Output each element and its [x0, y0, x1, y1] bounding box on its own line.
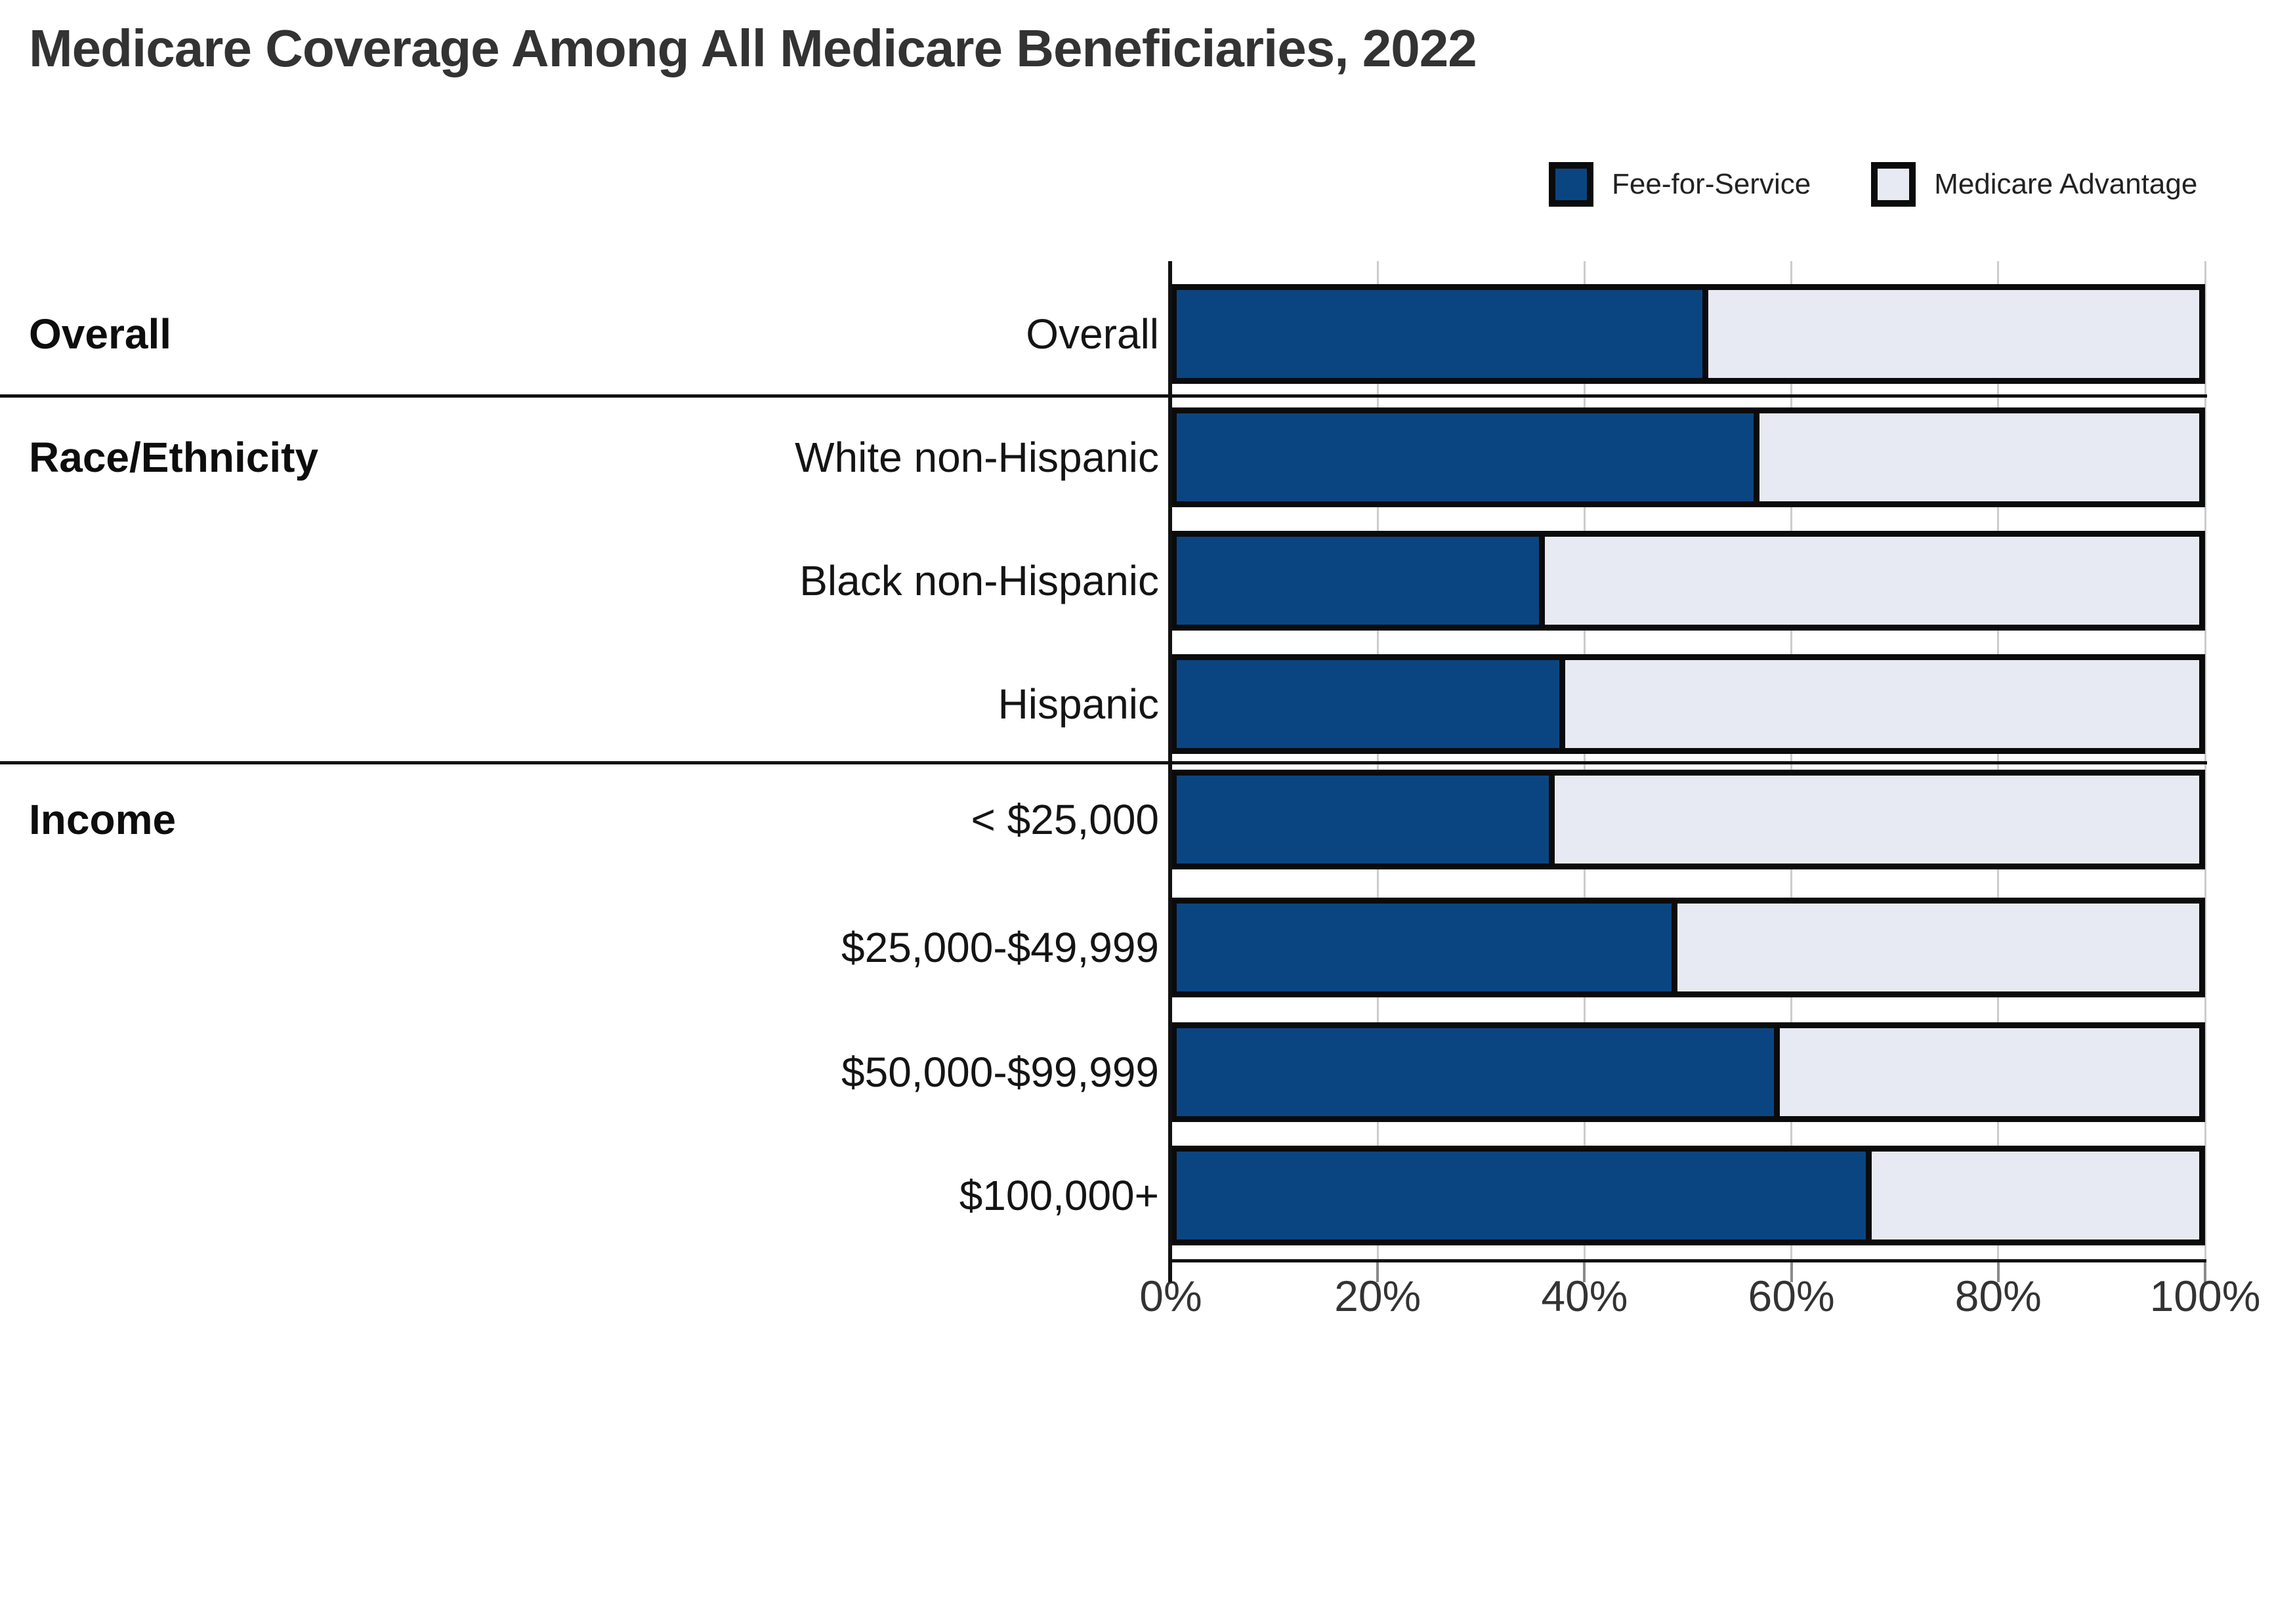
x-axis-tick: [1583, 1262, 1586, 1282]
x-axis-tick-label: 20%: [1334, 1272, 1421, 1320]
bar-segment-fee-for-service: [1177, 1152, 1872, 1239]
x-axis-tick: [1996, 1262, 2000, 1282]
legend-swatch-medicare-advantage: [1871, 162, 1916, 207]
group-label: Race/Ethnicity: [29, 434, 319, 481]
category-label: $50,000-$99,999: [841, 1049, 1159, 1096]
bar: [1171, 654, 2205, 754]
bar: [1171, 531, 2205, 631]
group-divider: [0, 761, 2207, 764]
x-axis-tick-label: 60%: [1748, 1272, 1835, 1320]
bar: [1171, 770, 2205, 869]
gridline: [1997, 261, 2000, 1259]
group-divider: [0, 394, 2207, 398]
x-axis-tick: [1790, 1262, 1793, 1282]
category-label: < $25,000: [971, 796, 1160, 843]
legend-item-fee-for-service: Fee-for-Service: [1549, 162, 1811, 207]
bar: [1171, 898, 2205, 997]
bar-segment-fee-for-service: [1177, 413, 1760, 501]
group-label: Income: [29, 796, 177, 843]
bar-segment-fee-for-service: [1177, 1028, 1780, 1116]
chart-title: Medicare Coverage Among All Medicare Ben…: [29, 19, 1477, 77]
x-axis-line: [1168, 1259, 2206, 1262]
gridline: [1583, 261, 1586, 1259]
x-axis-tick-label: 80%: [1954, 1272, 2042, 1320]
group-label: Overall: [29, 310, 172, 358]
bar-segment-fee-for-service: [1177, 537, 1545, 625]
x-axis-tick-label: 100%: [2149, 1272, 2261, 1320]
bar: [1171, 1146, 2205, 1245]
bar: [1171, 407, 2205, 507]
x-axis-tick-label: 40%: [1541, 1272, 1628, 1320]
bar-segment-fee-for-service: [1177, 660, 1566, 748]
x-axis-tick: [1376, 1262, 1379, 1282]
bar-segment-fee-for-service: [1177, 904, 1678, 991]
legend-item-medicare-advantage: Medicare Advantage: [1871, 162, 2197, 207]
x-axis-tick: [2204, 1262, 2206, 1282]
category-label: $25,000-$49,999: [841, 924, 1159, 971]
bar: [1171, 284, 2205, 384]
category-label: Black non-Hispanic: [799, 557, 1159, 604]
legend: Fee-for-Service Medicare Advantage: [1549, 162, 2197, 207]
bar: [1171, 1022, 2205, 1122]
gridline: [1790, 261, 1793, 1259]
bar-segment-fee-for-service: [1177, 776, 1555, 864]
gridline: [1376, 261, 1379, 1259]
category-label: Hispanic: [998, 680, 1159, 728]
gridline: [2204, 261, 2206, 1259]
y-axis-line: [1168, 261, 1172, 1282]
legend-label-medicare-advantage: Medicare Advantage: [1934, 168, 2198, 200]
category-label: $100,000+: [959, 1172, 1159, 1219]
legend-swatch-fee-for-service: [1549, 162, 1593, 207]
category-label: White non-Hispanic: [795, 434, 1159, 481]
category-label: Overall: [1026, 310, 1159, 358]
bar-segment-fee-for-service: [1177, 290, 1709, 378]
legend-label-fee-for-service: Fee-for-Service: [1612, 168, 1811, 200]
